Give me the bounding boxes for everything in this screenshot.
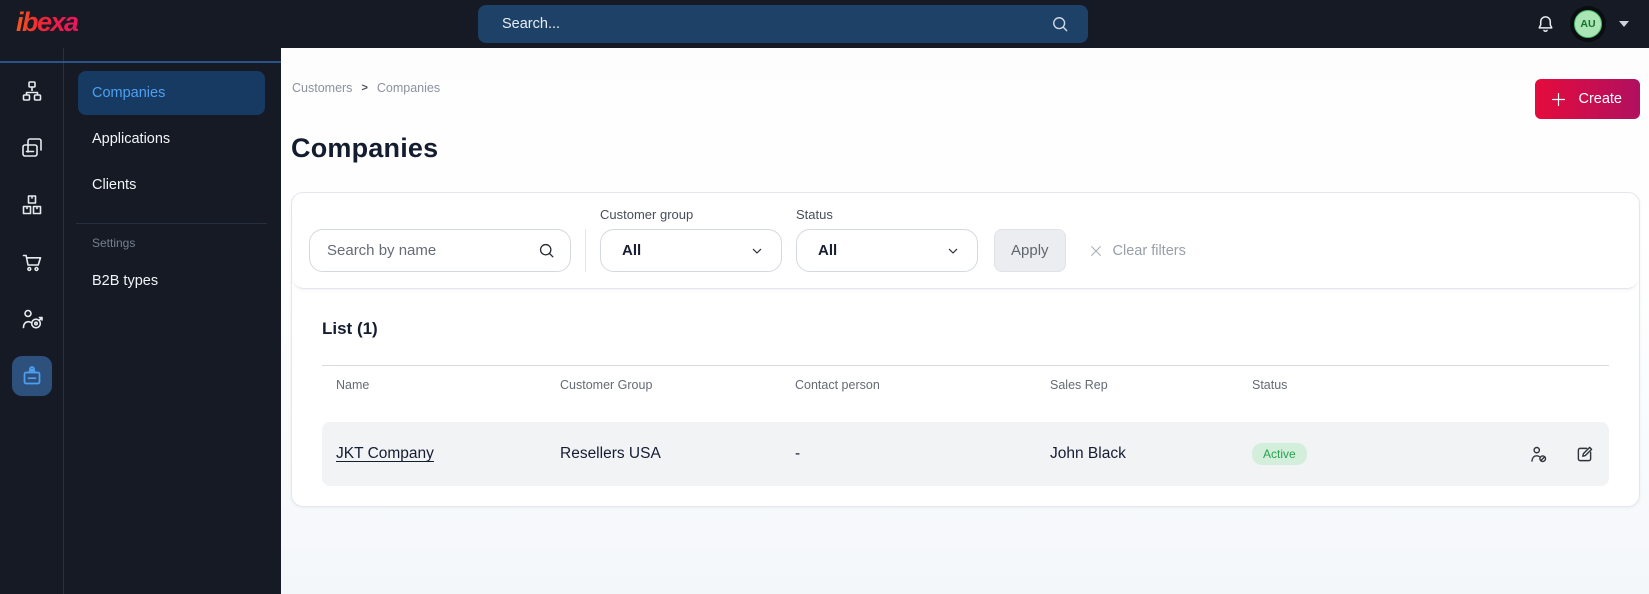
search-icon[interactable]: [1050, 14, 1070, 34]
shopping-cart-icon: [20, 250, 44, 274]
clear-filters-label: Clear filters: [1112, 242, 1186, 259]
customer-group-value: All: [622, 242, 642, 259]
edit-icon[interactable]: [1574, 444, 1595, 465]
sales-rep-cell: John Black: [1050, 445, 1126, 462]
rail-item-products[interactable]: [12, 185, 52, 225]
contact-person-cell: -: [795, 445, 801, 462]
chevron-down-icon: [749, 243, 765, 259]
topbar-right-controls: AU: [1534, 6, 1629, 42]
global-search[interactable]: [478, 5, 1088, 43]
deactivate-user-icon[interactable]: [1528, 444, 1549, 465]
table-header-row: Name Customer Group Contact person Sales…: [322, 366, 1609, 392]
search-icon: [537, 241, 556, 260]
sidebar-item-label: B2B types: [92, 273, 159, 289]
column-header-sales-rep: Sales Rep: [1050, 378, 1108, 392]
top-bar: ibexa AU: [0, 0, 1649, 48]
notifications-bell-icon[interactable]: [1534, 13, 1557, 36]
product-boxes-icon: [20, 193, 44, 217]
status-select[interactable]: All: [796, 229, 978, 272]
user-menu-chevron-down-icon[interactable]: [1619, 21, 1629, 27]
sidebar-section-settings: Settings: [92, 236, 136, 250]
status-label: Status: [796, 207, 833, 222]
rail-item-pages[interactable]: [12, 128, 52, 168]
main-content: Customers > Companies Create Companies: [281, 48, 1649, 594]
company-name-link[interactable]: JKT Company: [336, 445, 434, 462]
customer-group-cell: Resellers USA: [560, 445, 661, 462]
create-button-label: Create: [1578, 91, 1622, 107]
list-section: List (1) Name Customer Group Contact per…: [292, 289, 1639, 506]
page-header: Customers > Companies Create: [291, 79, 1640, 119]
plus-icon: [1549, 90, 1568, 109]
apply-button[interactable]: Apply: [994, 229, 1066, 272]
chevron-down-icon: [945, 243, 961, 259]
global-search-input[interactable]: [502, 16, 1050, 32]
breadcrumb: Customers > Companies: [292, 81, 440, 95]
sidebar-accent-line: [0, 61, 281, 63]
sidebar-item-companies[interactable]: Companies: [78, 71, 265, 115]
sidebar-item-label: Applications: [92, 131, 171, 147]
search-by-name-input[interactable]: [327, 242, 537, 259]
breadcrumb-customers[interactable]: Customers: [292, 81, 353, 95]
status-badge: Active: [1252, 443, 1307, 465]
customer-badge-icon: [20, 364, 44, 388]
avatar-initials: AU: [1574, 10, 1602, 38]
sidebar-item-b2b-types[interactable]: B2B types: [78, 259, 265, 303]
column-header-status: Status: [1252, 378, 1288, 392]
content-tree-icon: [20, 79, 44, 103]
ibexa-logo: ibexa: [16, 7, 79, 37]
rail-item-commerce[interactable]: [12, 242, 52, 282]
clear-filters-button[interactable]: Clear filters: [1088, 229, 1186, 272]
rail-item-customers[interactable]: [11, 356, 52, 396]
close-icon: [1088, 243, 1104, 259]
filter-divider: [585, 229, 586, 272]
status-cell: Active: [1238, 443, 1516, 465]
pages-icon: [20, 136, 44, 160]
sidebar-item-clients[interactable]: Clients: [78, 163, 265, 207]
create-button[interactable]: Create: [1535, 79, 1640, 119]
customer-group-label: Customer group: [600, 207, 694, 222]
companies-card: Customer group All Status All: [291, 192, 1640, 507]
list-divider: [322, 365, 1609, 366]
column-header-customer-group: Customer Group: [560, 378, 653, 392]
list-heading: List (1): [322, 319, 378, 338]
sidebar-menu-panel: Companies Applications Clients Settings …: [64, 48, 281, 594]
sidebar-divider: [76, 223, 267, 224]
search-by-name-field[interactable]: [309, 229, 571, 272]
filter-bar: Customer group All Status All: [292, 193, 1639, 289]
status-value: All: [818, 242, 838, 259]
sidebar-item-label: Clients: [92, 177, 137, 193]
status-filter: Status All: [796, 207, 978, 272]
column-header-name: Name: [336, 378, 370, 392]
sidebar: Companies Applications Clients Settings …: [0, 48, 281, 594]
rail-item-content-tree[interactable]: [12, 71, 52, 111]
row-actions: [1516, 444, 1609, 465]
sidebar-item-applications[interactable]: Applications: [78, 117, 265, 161]
personalization-target-icon: [20, 307, 44, 331]
column-header-contact-person: Contact person: [795, 378, 880, 392]
rail-item-personalization[interactable]: [12, 299, 52, 339]
sidebar-item-label: Companies: [92, 85, 166, 101]
customer-group-filter: Customer group All: [600, 207, 782, 272]
page-title: Companies: [291, 133, 439, 163]
table-row: JKT Company Resellers USA - John Black A…: [322, 422, 1609, 486]
breadcrumb-separator: >: [361, 82, 368, 94]
breadcrumb-companies: Companies: [376, 81, 441, 95]
customer-group-select[interactable]: All: [600, 229, 782, 272]
icon-rail: [0, 48, 64, 594]
user-avatar[interactable]: AU: [1570, 6, 1606, 42]
